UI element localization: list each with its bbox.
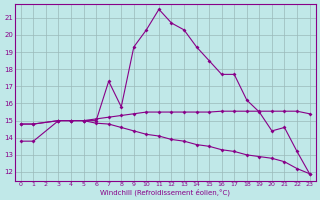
X-axis label: Windchill (Refroidissement éolien,°C): Windchill (Refroidissement éolien,°C) bbox=[100, 188, 230, 196]
